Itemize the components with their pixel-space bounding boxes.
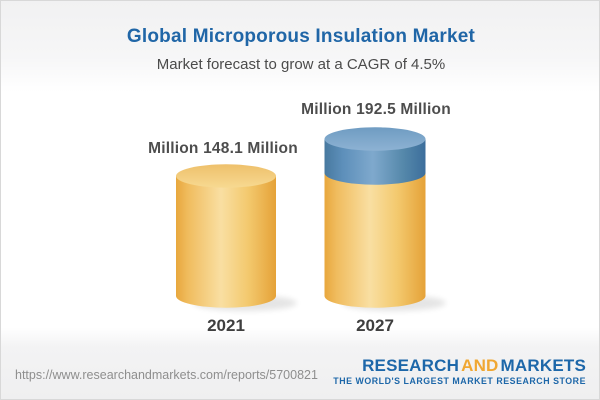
logo-word-research: RESEARCH <box>362 356 460 375</box>
research-and-markets-logo: RESEARCH AND MARKETS THE WORLD'S LARGEST M… <box>333 357 586 386</box>
logo-wordmark: RESEARCH AND MARKETS <box>333 357 586 374</box>
logo-word-markets: MARKETS <box>500 356 586 375</box>
report-url: https://www.researchandmarkets.com/repor… <box>15 368 318 382</box>
axis-label-2021: 2021 <box>207 316 245 335</box>
bar-2027-body-base <box>324 173 426 308</box>
bar-2027-body-growth <box>324 139 426 185</box>
axis-label-2027: 2027 <box>356 316 394 335</box>
logo-tagline: THE WORLD'S LARGEST MARKET RESEARCH STOR… <box>333 376 586 386</box>
bar-2021-body <box>176 176 276 308</box>
bar-2021-top <box>176 164 276 188</box>
chart-title: Global Microporous Insulation Market <box>126 26 476 47</box>
logo-word-and: AND <box>461 356 499 375</box>
data-label-2021: Million 148.1 Million <box>148 140 298 157</box>
data-label-2027: Million 192.5 Million <box>301 101 451 118</box>
chart-subtitle: Market forecast to grow at a CAGR of 4.5… <box>156 56 446 73</box>
bar-2027-top <box>324 127 426 151</box>
